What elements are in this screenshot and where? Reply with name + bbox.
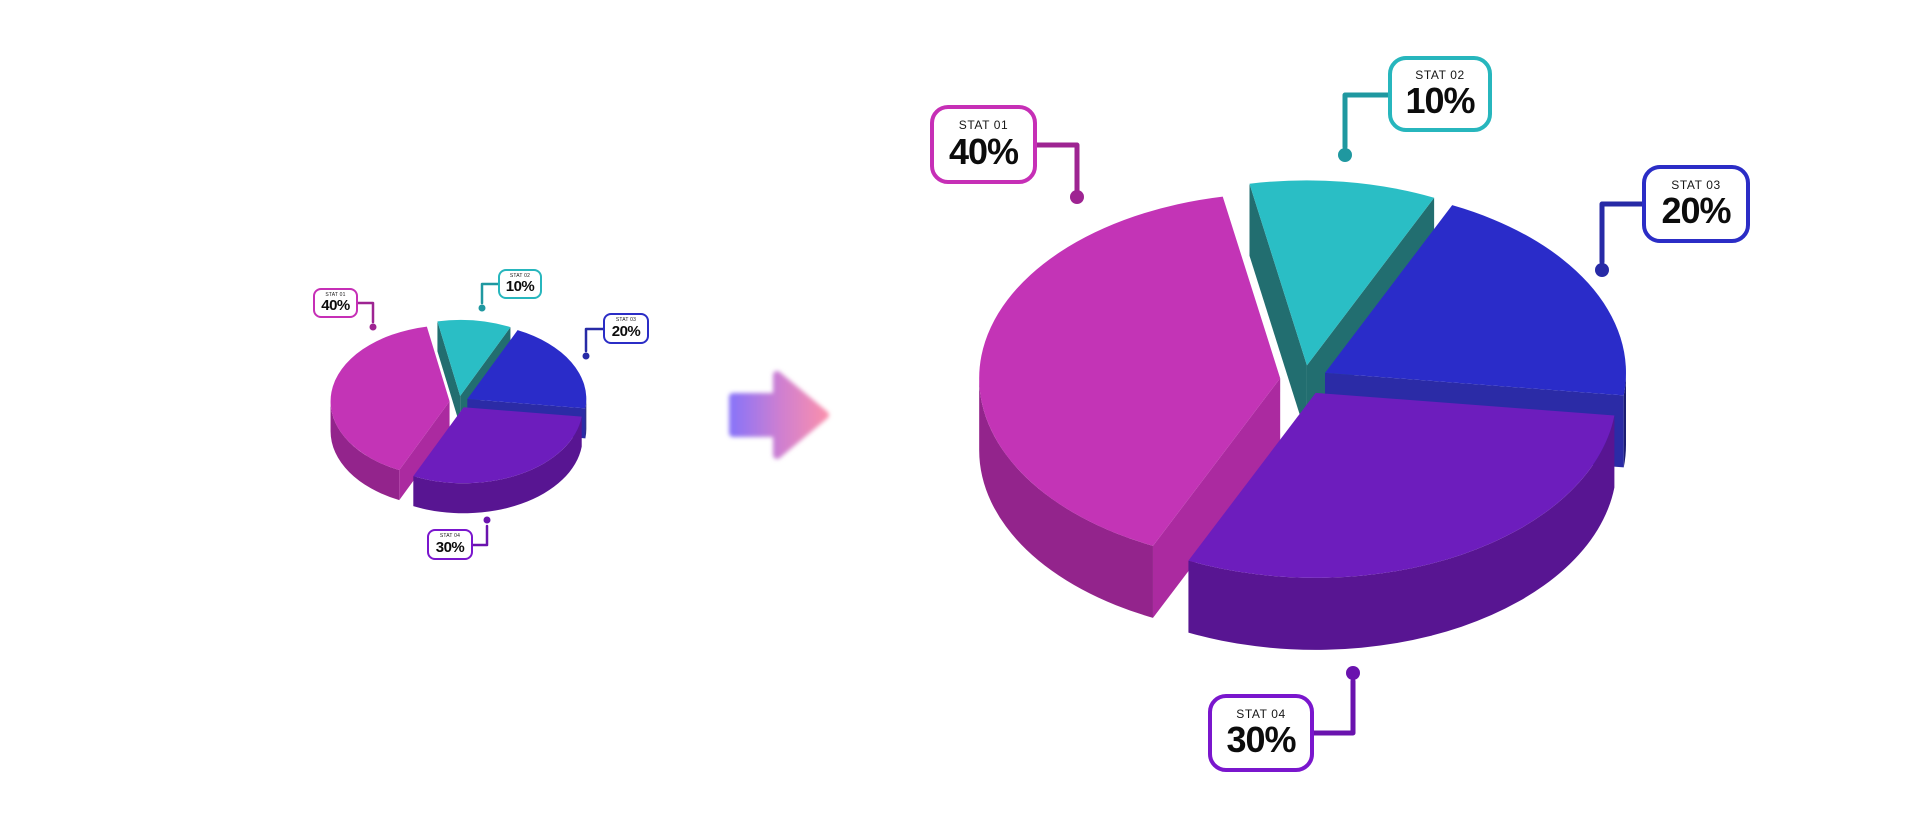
callout-connector <box>1342 92 1391 150</box>
callout-dot <box>1338 148 1352 162</box>
callout-stat01-large: STAT 01 40% <box>930 105 1037 184</box>
callout-connector <box>480 282 500 305</box>
callout-value: 20% <box>611 322 641 340</box>
slice-stat-04 <box>1188 392 1615 650</box>
callout-stat03-large: STAT 03 20% <box>1642 165 1750 243</box>
callout-value: 10% <box>1405 80 1475 122</box>
pie-large <box>979 180 1626 650</box>
pie-small <box>330 319 587 514</box>
callout-stat04-small: STAT 04 30% <box>427 529 473 560</box>
callout-value: 20% <box>1661 190 1731 232</box>
callout-title: STAT 04 <box>1236 706 1286 721</box>
callout-connector <box>1599 201 1645 265</box>
callout-connector <box>1311 678 1356 736</box>
callout-value: 10% <box>505 278 535 296</box>
callout-connector <box>584 327 605 353</box>
callout-value: 30% <box>435 538 465 556</box>
slice-stat-04 <box>413 407 582 514</box>
callout-title: STAT 01 <box>325 291 346 298</box>
callout-dot <box>483 516 491 524</box>
callout-value: 30% <box>1226 719 1296 761</box>
callout-dot <box>1346 666 1360 680</box>
callout-dot <box>1595 263 1609 277</box>
callout-stat04-large: STAT 04 30% <box>1208 694 1314 772</box>
callout-stat03-small: STAT 03 20% <box>603 313 649 344</box>
callout-dot <box>369 323 377 331</box>
callout-title: STAT 04 <box>439 533 461 540</box>
callout-stat02-large: STAT 02 10% <box>1388 56 1492 132</box>
slice-stat-01 <box>979 196 1281 618</box>
callout-value: 40% <box>321 297 350 315</box>
transform-arrow-icon <box>729 371 829 459</box>
callout-title: STAT 02 <box>509 272 531 279</box>
callout-stat01-small: STAT 01 40% <box>313 288 358 318</box>
callout-connector <box>471 524 489 547</box>
callout-dot <box>478 304 486 312</box>
callout-title: STAT 03 <box>1671 177 1721 192</box>
slice-stat-01 <box>330 326 450 501</box>
callout-connector <box>1034 142 1080 193</box>
callout-connectors-small <box>356 282 605 547</box>
callout-connectors-large <box>1034 92 1645 736</box>
callout-dot <box>1070 190 1084 204</box>
callout-dot <box>582 352 590 360</box>
callout-title: STAT 03 <box>615 317 637 324</box>
callout-value: 40% <box>948 130 1019 172</box>
callout-connector <box>356 301 375 324</box>
callout-stat02-small: STAT 02 10% <box>498 269 542 299</box>
callout-title: STAT 01 <box>958 118 1009 133</box>
callout-title: STAT 02 <box>1415 67 1465 82</box>
